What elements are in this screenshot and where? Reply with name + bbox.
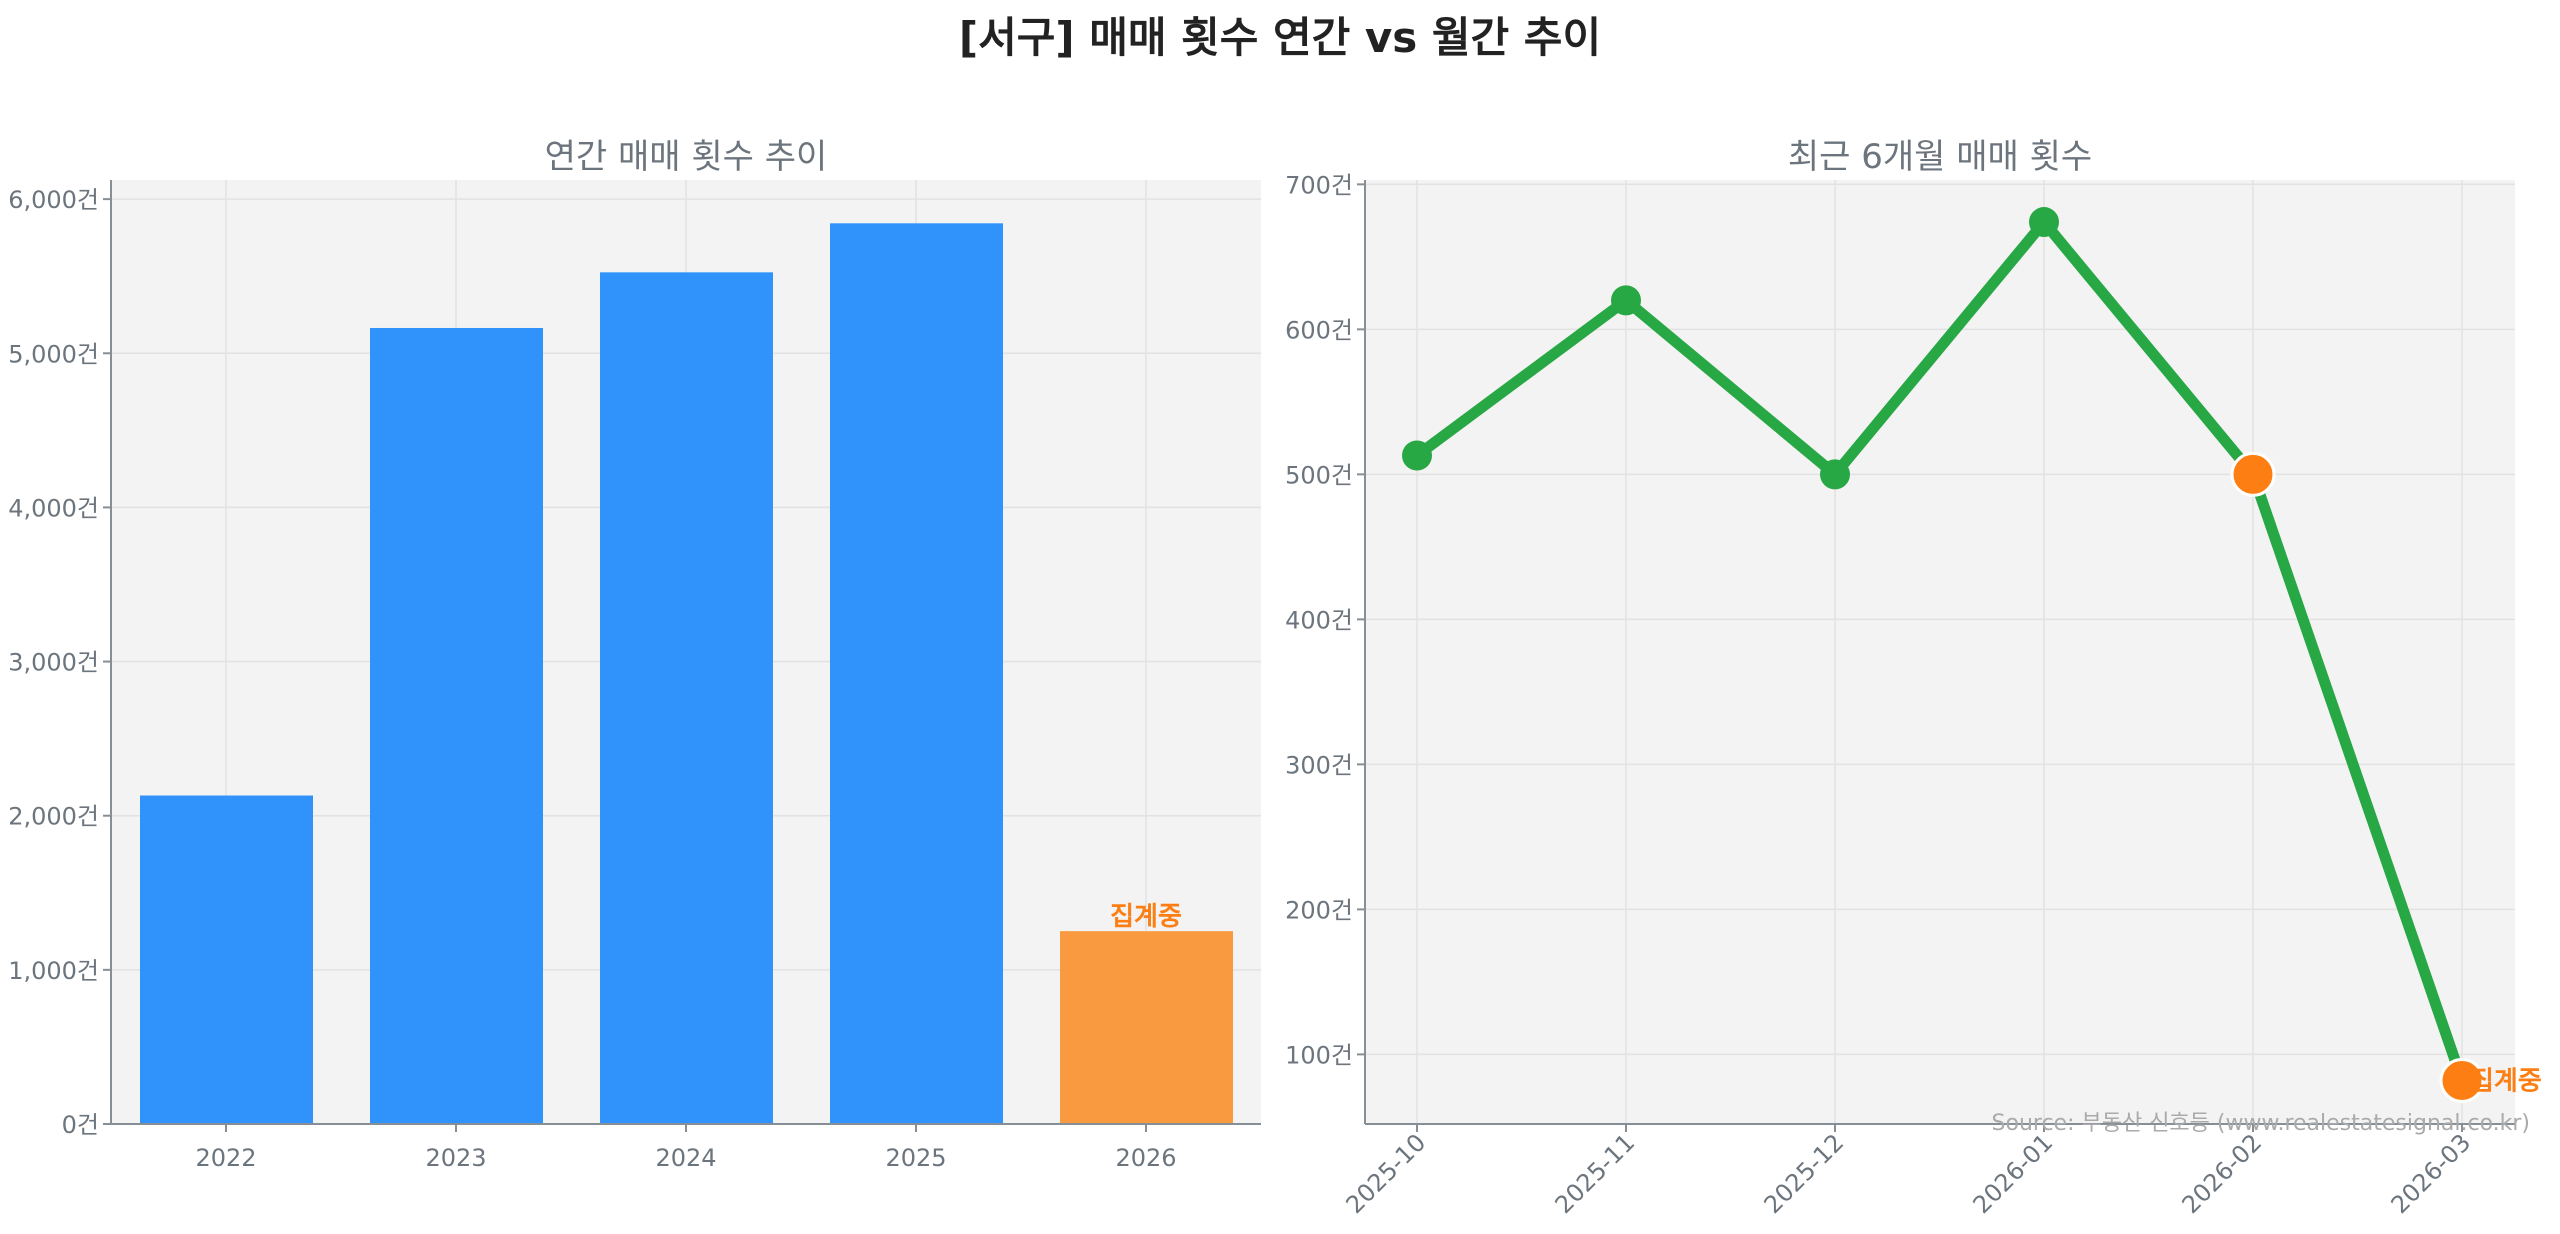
bar-2026 bbox=[1060, 931, 1233, 1124]
right-chart-title: 최근 6개월 매매 횟수 bbox=[1788, 137, 2092, 177]
y-tick-label: 0건 bbox=[62, 1111, 99, 1139]
x-tick-label: 2022 bbox=[195, 1144, 256, 1172]
y-tick-label: 5,000건 bbox=[8, 340, 99, 368]
left-chart-title: 연간 매매 횟수 추이 bbox=[545, 137, 828, 177]
bar-2022 bbox=[140, 795, 313, 1124]
y-tick-label: 200건 bbox=[1285, 896, 1353, 924]
y-tick-label: 4,000건 bbox=[8, 494, 99, 522]
bar-2023 bbox=[370, 327, 543, 1125]
y-tick-label: 600건 bbox=[1285, 316, 1353, 344]
y-tick-label: 6,000건 bbox=[8, 186, 99, 214]
plot-background bbox=[1365, 180, 2515, 1124]
x-tick-label: 2024 bbox=[655, 1144, 716, 1172]
data-point bbox=[2029, 207, 2059, 238]
main-title: [서구] 매매 횟수 연간 vs 월간 추이 bbox=[958, 13, 1602, 62]
bar-2025 bbox=[830, 223, 1003, 1124]
data-point bbox=[1402, 440, 1432, 471]
partial-label: 집계중 bbox=[1110, 902, 1182, 932]
partial-marker bbox=[2439, 1057, 2485, 1103]
y-tick-label: 700건 bbox=[1285, 171, 1353, 199]
y-tick-label: 100건 bbox=[1285, 1041, 1353, 1069]
y-tick-label: 2,000건 bbox=[8, 803, 99, 831]
x-tick-label: 2025 bbox=[885, 1144, 946, 1172]
series-line bbox=[1413, 216, 2468, 1083]
x-tick-label: 2023 bbox=[425, 1144, 486, 1172]
data-point bbox=[1611, 285, 1641, 316]
y-tick-label: 400건 bbox=[1285, 606, 1353, 634]
partial-label: 집계중 bbox=[2470, 1066, 2542, 1096]
bar-2024 bbox=[600, 272, 773, 1124]
x-tick-label: 2026 bbox=[1115, 1144, 1176, 1172]
partial-marker bbox=[2230, 451, 2276, 497]
y-tick-label: 1,000건 bbox=[8, 957, 99, 985]
data-point bbox=[1820, 459, 1850, 490]
source-text: Source: 부동산 신호등 (www.realestatesignal.co… bbox=[1992, 1111, 2530, 1136]
y-tick-label: 500건 bbox=[1285, 461, 1353, 489]
y-tick-label: 300건 bbox=[1285, 751, 1353, 779]
y-tick-label: 3,000건 bbox=[8, 649, 99, 677]
